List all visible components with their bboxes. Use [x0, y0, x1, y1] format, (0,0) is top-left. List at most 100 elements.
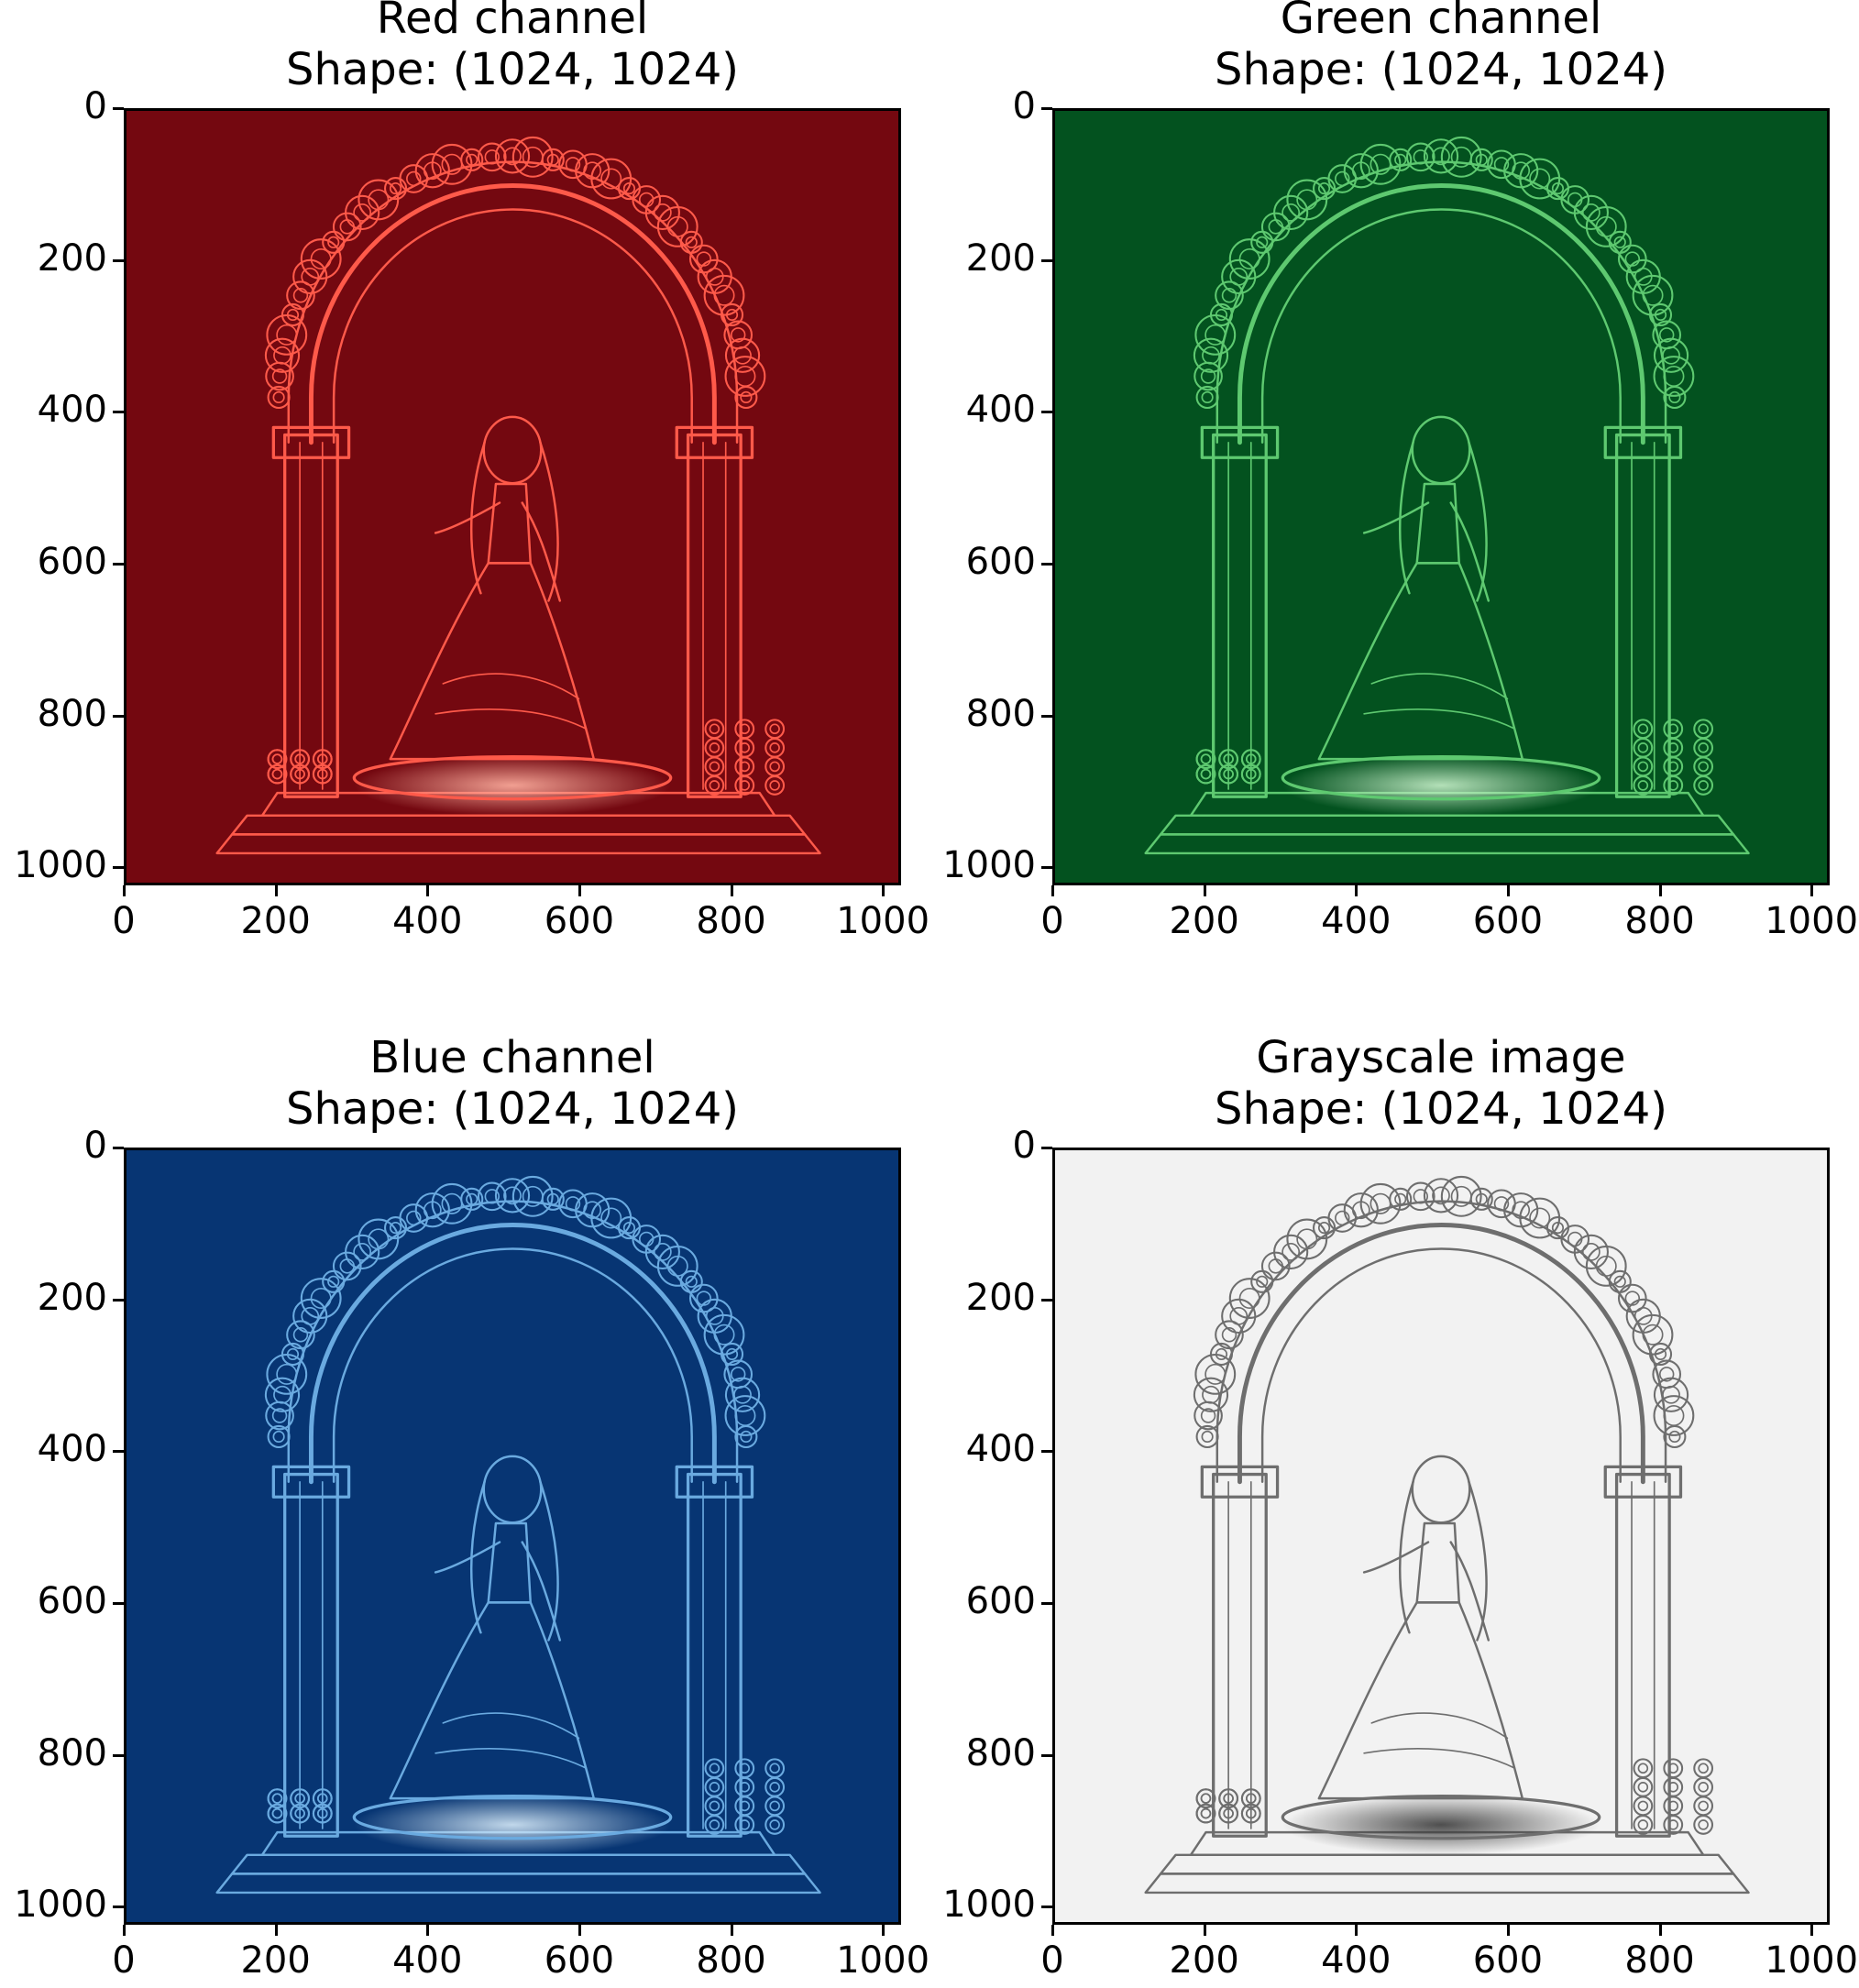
x-tick-label: 600	[544, 900, 615, 942]
x-tick-mark	[274, 885, 278, 896]
x-tick-mark	[1810, 885, 1814, 896]
y-tick-label: 0	[1012, 85, 1036, 127]
x-tick-mark	[730, 1925, 733, 1936]
y-tick-label: 200	[37, 236, 107, 280]
x-tick-label: 800	[696, 900, 766, 942]
y-tick-label: 400	[965, 1428, 1036, 1471]
image-axes-red	[124, 108, 901, 885]
x-tick-label: 200	[240, 900, 311, 942]
arch-illustration	[215, 136, 821, 855]
x-tick-label: 600	[1472, 1939, 1544, 1982]
image-background	[1055, 111, 1827, 883]
x-tick-mark	[578, 1925, 581, 1936]
y-tick-label: 600	[965, 1579, 1036, 1622]
x-tick-mark	[882, 885, 886, 896]
y-tick-label: 600	[37, 1579, 107, 1622]
panel-title-green: Green channel	[1280, 0, 1602, 44]
panel-subtitle-gray: Shape: (1024, 1024)	[1214, 1083, 1667, 1135]
y-tick-label: 1000	[942, 844, 1036, 887]
y-tick-mark	[1041, 1601, 1052, 1605]
y-tick-label: 800	[965, 1731, 1036, 1774]
y-tick-label: 800	[37, 692, 107, 735]
x-tick-label: 400	[392, 1939, 463, 1982]
y-tick-mark	[1041, 1298, 1052, 1302]
x-tick-mark	[578, 885, 581, 896]
x-tick-label: 0	[1040, 900, 1064, 942]
arch-illustration	[1144, 1175, 1750, 1895]
channel-image-gray	[1055, 1150, 1827, 1922]
channel-image-green	[1055, 111, 1827, 883]
y-tick-mark	[113, 562, 124, 566]
x-tick-label: 1000	[836, 1939, 930, 1982]
y-tick-mark	[113, 1298, 124, 1302]
y-tick-label: 200	[965, 1276, 1036, 1319]
image-background	[1055, 1150, 1827, 1922]
y-tick-mark	[1041, 1450, 1052, 1454]
y-tick-label: 600	[37, 540, 107, 583]
y-tick-mark	[1041, 1753, 1052, 1757]
image-background	[126, 111, 898, 883]
y-tick-mark	[1041, 1147, 1052, 1149]
y-tick-mark	[1041, 411, 1052, 414]
y-tick-label: 0	[83, 1125, 107, 1167]
x-tick-label: 600	[1472, 900, 1544, 942]
y-tick-mark	[113, 1450, 124, 1454]
arch-illustration	[1144, 136, 1750, 855]
y-tick-mark	[1041, 714, 1052, 718]
x-tick-mark	[1051, 885, 1054, 896]
y-tick-mark	[1041, 562, 1052, 566]
image-axes-green	[1052, 108, 1830, 885]
y-tick-label: 200	[965, 236, 1036, 280]
panel-subtitle-green: Shape: (1024, 1024)	[1214, 44, 1667, 95]
figure-character	[1317, 1455, 1524, 1800]
x-tick-mark	[123, 1925, 126, 1936]
y-tick-label: 800	[37, 1731, 107, 1774]
x-tick-label: 400	[392, 900, 463, 942]
channel-image-red	[126, 111, 898, 883]
y-tick-label: 1000	[14, 844, 107, 887]
x-tick-mark	[882, 1925, 886, 1936]
x-tick-mark	[1506, 1925, 1510, 1936]
x-tick-mark	[1203, 885, 1206, 896]
channel-image-blue	[126, 1150, 898, 1922]
x-tick-label: 0	[112, 900, 136, 942]
x-tick-mark	[1203, 1925, 1206, 1936]
x-tick-label: 1000	[1765, 900, 1859, 942]
x-tick-mark	[274, 1925, 278, 1936]
x-tick-label: 1000	[1765, 1939, 1859, 1982]
panel-title-gray: Grayscale image	[1256, 1032, 1626, 1083]
y-tick-mark	[113, 714, 124, 718]
x-tick-mark	[1810, 1925, 1814, 1936]
panel-title-blue: Blue channel	[369, 1032, 655, 1083]
y-tick-mark	[113, 1147, 124, 1149]
panel-subtitle-red: Shape: (1024, 1024)	[285, 44, 739, 95]
y-tick-mark	[113, 1906, 124, 1909]
x-tick-mark	[426, 1925, 430, 1936]
y-tick-mark	[1041, 1906, 1052, 1909]
y-tick-label: 0	[83, 85, 107, 127]
y-tick-label: 1000	[942, 1884, 1036, 1927]
y-tick-label: 600	[965, 540, 1036, 583]
image-axes-blue	[124, 1148, 901, 1925]
image-axes-gray	[1052, 1148, 1830, 1925]
x-tick-mark	[1051, 1925, 1054, 1936]
x-tick-label: 800	[696, 1939, 766, 1982]
x-tick-mark	[730, 885, 733, 896]
y-tick-label: 400	[965, 389, 1036, 432]
panel-subtitle-blue: Shape: (1024, 1024)	[285, 1083, 739, 1135]
x-tick-mark	[1658, 1925, 1662, 1936]
y-tick-mark	[113, 1753, 124, 1757]
x-tick-label: 200	[1169, 900, 1239, 942]
x-tick-mark	[426, 885, 430, 896]
x-tick-mark	[1355, 885, 1358, 896]
y-tick-mark	[1041, 258, 1052, 262]
x-tick-label: 0	[112, 1939, 136, 1982]
y-tick-label: 400	[37, 1428, 107, 1471]
y-tick-mark	[1041, 107, 1052, 110]
x-tick-mark	[1658, 885, 1662, 896]
x-tick-label: 400	[1321, 1939, 1392, 1982]
y-tick-label: 1000	[14, 1884, 107, 1927]
y-tick-label: 400	[37, 389, 107, 432]
y-tick-label: 0	[1012, 1125, 1036, 1167]
x-tick-label: 1000	[836, 900, 930, 942]
